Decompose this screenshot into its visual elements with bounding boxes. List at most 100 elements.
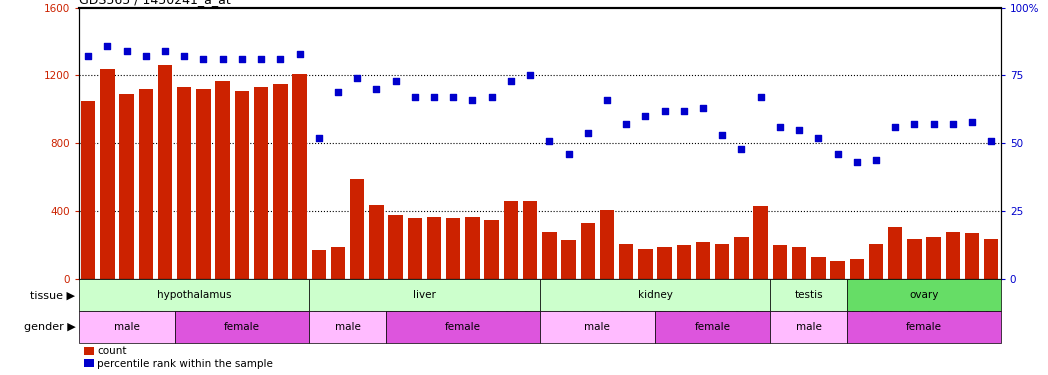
Bar bbox=[427, 216, 441, 279]
Point bbox=[963, 118, 980, 124]
Bar bbox=[655, 311, 770, 343]
Bar bbox=[850, 259, 864, 279]
Point bbox=[368, 86, 385, 92]
Point bbox=[790, 127, 807, 133]
Point bbox=[291, 51, 308, 57]
Bar bbox=[484, 220, 499, 279]
Text: female: female bbox=[444, 322, 481, 332]
Bar bbox=[847, 311, 1001, 343]
Point bbox=[848, 159, 865, 165]
Bar bbox=[965, 234, 979, 279]
Text: tissue ▶: tissue ▶ bbox=[30, 290, 75, 300]
Point bbox=[329, 89, 346, 95]
Bar bbox=[369, 205, 384, 279]
Bar bbox=[619, 244, 633, 279]
Point bbox=[214, 56, 231, 62]
Point bbox=[425, 94, 442, 100]
Point bbox=[656, 108, 673, 114]
Bar bbox=[677, 245, 691, 279]
Bar bbox=[562, 240, 575, 279]
Point bbox=[195, 56, 212, 62]
Point bbox=[464, 97, 481, 103]
Text: kidney: kidney bbox=[637, 290, 673, 300]
Point bbox=[580, 130, 596, 136]
Bar bbox=[81, 101, 95, 279]
Bar bbox=[274, 84, 287, 279]
Bar bbox=[254, 87, 268, 279]
Bar bbox=[196, 89, 211, 279]
Bar bbox=[175, 311, 309, 343]
Point bbox=[714, 132, 730, 138]
Point bbox=[444, 94, 461, 100]
Point bbox=[99, 43, 115, 49]
Bar bbox=[158, 65, 172, 279]
Point bbox=[771, 124, 788, 130]
Bar bbox=[386, 311, 540, 343]
Bar bbox=[542, 232, 556, 279]
Bar bbox=[292, 74, 307, 279]
Point bbox=[502, 78, 519, 84]
Text: male: male bbox=[334, 322, 361, 332]
Point bbox=[983, 138, 1000, 144]
Text: hypothalamus: hypothalamus bbox=[156, 290, 232, 300]
Bar bbox=[945, 232, 960, 279]
Bar bbox=[792, 247, 806, 279]
Point bbox=[925, 122, 942, 128]
Bar bbox=[811, 257, 826, 279]
Point bbox=[695, 105, 712, 111]
Bar bbox=[309, 311, 386, 343]
Bar bbox=[138, 89, 153, 279]
Point bbox=[137, 54, 154, 60]
Point bbox=[752, 94, 769, 100]
Bar bbox=[79, 279, 309, 311]
Bar bbox=[770, 279, 847, 311]
Point bbox=[829, 151, 846, 157]
Point bbox=[541, 138, 558, 144]
Bar bbox=[446, 218, 460, 279]
Bar bbox=[540, 279, 770, 311]
Bar bbox=[309, 279, 540, 311]
Text: GDS565 / 1450241_a_at: GDS565 / 1450241_a_at bbox=[79, 0, 231, 6]
Text: female: female bbox=[695, 322, 730, 332]
Point bbox=[271, 56, 288, 62]
Text: percentile rank within the sample: percentile rank within the sample bbox=[97, 358, 274, 369]
Point bbox=[118, 48, 135, 54]
Point bbox=[253, 56, 269, 62]
Bar bbox=[235, 91, 249, 279]
Bar bbox=[715, 244, 729, 279]
Point bbox=[617, 122, 634, 128]
Bar bbox=[847, 279, 1001, 311]
Bar bbox=[888, 227, 902, 279]
Bar bbox=[772, 245, 787, 279]
Bar bbox=[216, 81, 230, 279]
Text: male: male bbox=[113, 322, 139, 332]
Text: male: male bbox=[585, 322, 610, 332]
Text: female: female bbox=[224, 322, 260, 332]
Point bbox=[483, 94, 500, 100]
Bar bbox=[657, 247, 672, 279]
Point bbox=[905, 122, 922, 128]
Bar bbox=[735, 237, 748, 279]
Bar bbox=[119, 94, 134, 279]
Bar bbox=[926, 237, 941, 279]
Bar bbox=[331, 247, 345, 279]
Bar bbox=[177, 87, 192, 279]
Point bbox=[176, 54, 193, 60]
Point bbox=[80, 54, 96, 60]
Bar bbox=[523, 201, 538, 279]
Bar bbox=[465, 216, 480, 279]
Point bbox=[637, 113, 654, 119]
Text: female: female bbox=[905, 322, 942, 332]
Bar bbox=[504, 201, 518, 279]
Text: gender ▶: gender ▶ bbox=[24, 322, 75, 332]
Bar bbox=[540, 311, 655, 343]
Point bbox=[675, 108, 692, 114]
Text: count: count bbox=[97, 346, 127, 356]
Bar bbox=[408, 218, 422, 279]
Point bbox=[234, 56, 250, 62]
Point bbox=[560, 151, 576, 157]
Bar bbox=[101, 69, 114, 279]
Point bbox=[522, 72, 539, 78]
Bar bbox=[770, 311, 847, 343]
Text: ovary: ovary bbox=[910, 290, 939, 300]
